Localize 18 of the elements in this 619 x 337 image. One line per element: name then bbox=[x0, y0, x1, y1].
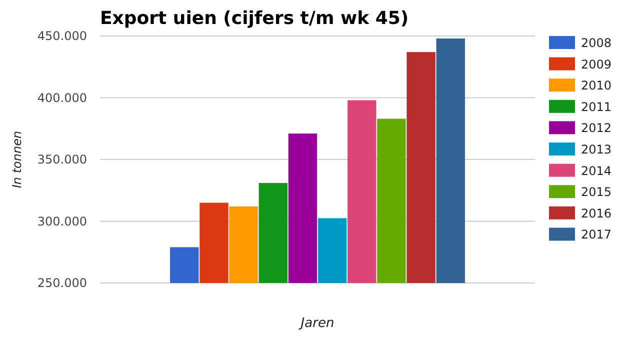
chart-title: Export uien (cijfers t/m wk 45) bbox=[100, 8, 409, 29]
legend-label: 2008 bbox=[581, 36, 612, 50]
y-tick-label: 450.000 bbox=[37, 29, 87, 43]
y-axis-title: In tonnen bbox=[10, 130, 24, 188]
x-axis-title: Jaren bbox=[298, 316, 334, 331]
legend-label: 2009 bbox=[581, 57, 612, 72]
legend-label: 2011 bbox=[581, 100, 612, 114]
y-tick-label: 400.000 bbox=[37, 90, 87, 105]
legend-label: 2014 bbox=[581, 164, 612, 178]
y-tick-label: 250.000 bbox=[37, 276, 87, 290]
legend-label: 2017 bbox=[581, 228, 612, 242]
legend-label: 2012 bbox=[581, 121, 612, 136]
legend-label: 2013 bbox=[581, 142, 612, 156]
legend-label: 2015 bbox=[581, 185, 612, 200]
legend-label: 2016 bbox=[581, 206, 612, 220]
y-tick-label: 300.000 bbox=[37, 214, 87, 228]
legend-label: 2010 bbox=[581, 78, 612, 93]
y-tick-label: 350.000 bbox=[37, 152, 87, 166]
